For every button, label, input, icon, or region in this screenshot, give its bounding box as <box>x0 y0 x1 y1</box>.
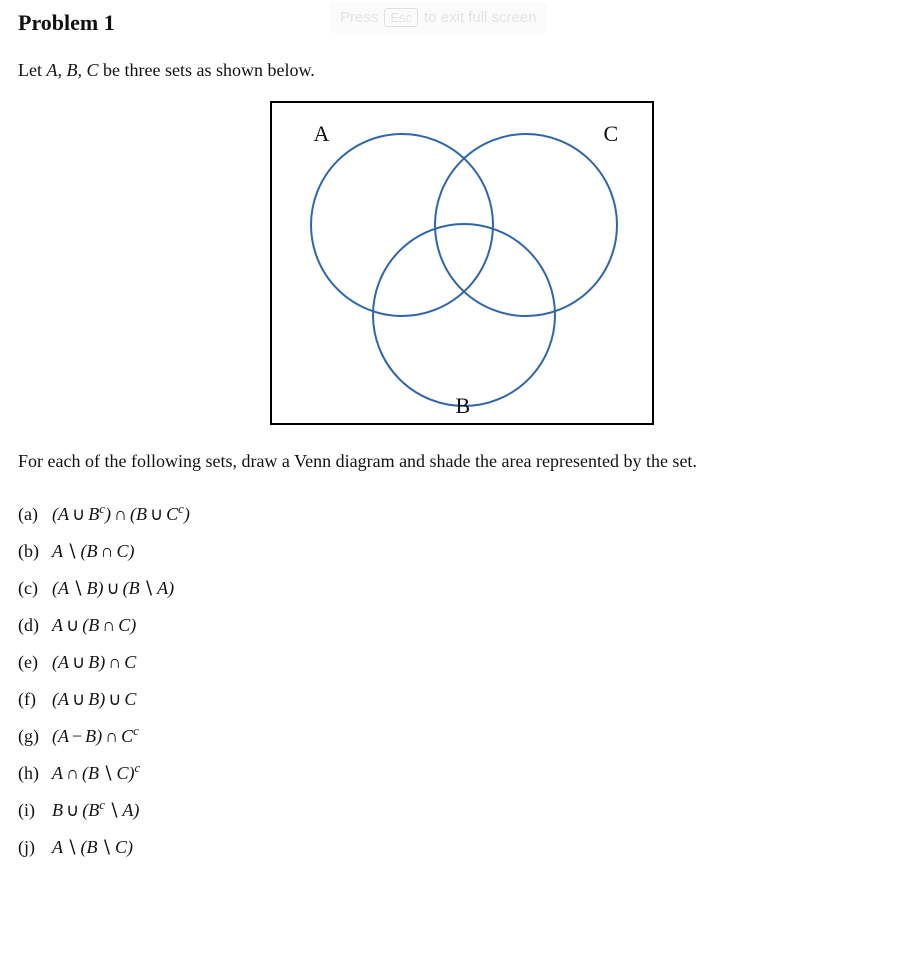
intro-prefix: Let <box>18 60 47 80</box>
part-label: (d) <box>18 615 52 636</box>
part-b: (b) A∖(B∩C) <box>18 541 905 562</box>
venn-label-c: C <box>604 121 619 147</box>
intro-sets: A, B, C <box>47 60 99 80</box>
part-label: (i) <box>18 800 52 821</box>
part-label: (g) <box>18 726 52 747</box>
part-g: (g) (A−B)∩Cc <box>18 726 905 747</box>
part-c: (c) (A∖B)∪(B∖A) <box>18 578 905 599</box>
venn-container: A C B <box>18 101 905 425</box>
part-d: (d) A∪(B∩C) <box>18 615 905 636</box>
part-expr: (A−B)∩Cc <box>52 726 139 747</box>
part-label: (a) <box>18 504 52 525</box>
part-expr: A∪(B∩C) <box>52 615 136 636</box>
part-expr: (A∪B)∪C <box>52 689 136 710</box>
part-expr: (A∪Bc)∩(B∪Cc) <box>52 504 190 525</box>
part-expr: B∪(Bc∖A) <box>52 800 139 821</box>
part-expr: A∖(B∖C) <box>52 837 133 858</box>
part-expr: (A∖B)∪(B∖A) <box>52 578 174 599</box>
problem-instruction: For each of the following sets, draw a V… <box>18 451 905 472</box>
part-expr: (A∪B)∩C <box>52 652 136 673</box>
part-label: (b) <box>18 541 52 562</box>
part-label: (e) <box>18 652 52 673</box>
part-label: (c) <box>18 578 52 599</box>
part-e: (e) (A∪B)∩C <box>18 652 905 673</box>
parts-list: (a) (A∪Bc)∩(B∪Cc) (b) A∖(B∩C) (c) (A∖B)∪… <box>18 504 905 858</box>
part-label: (f) <box>18 689 52 710</box>
venn-label-a: A <box>314 121 330 147</box>
problem-page: Press Esc to exit full screen Problem 1 … <box>0 0 923 904</box>
part-label: (j) <box>18 837 52 858</box>
part-expr: A∖(B∩C) <box>52 541 134 562</box>
part-i: (i) B∪(Bc∖A) <box>18 800 905 821</box>
part-j: (j) A∖(B∖C) <box>18 837 905 858</box>
venn-circle-b <box>372 223 556 407</box>
problem-intro: Let A, B, C be three sets as shown below… <box>18 60 905 81</box>
part-label: (h) <box>18 763 52 784</box>
part-expr: A∩(B∖C)c <box>52 763 140 784</box>
part-a: (a) (A∪Bc)∩(B∪Cc) <box>18 504 905 525</box>
problem-title: Problem 1 <box>18 10 905 36</box>
part-f: (f) (A∪B)∪C <box>18 689 905 710</box>
venn-label-b: B <box>456 393 471 419</box>
part-h: (h) A∩(B∖C)c <box>18 763 905 784</box>
intro-suffix: be three sets as shown below. <box>99 60 315 80</box>
venn-universe-box: A C B <box>270 101 654 425</box>
